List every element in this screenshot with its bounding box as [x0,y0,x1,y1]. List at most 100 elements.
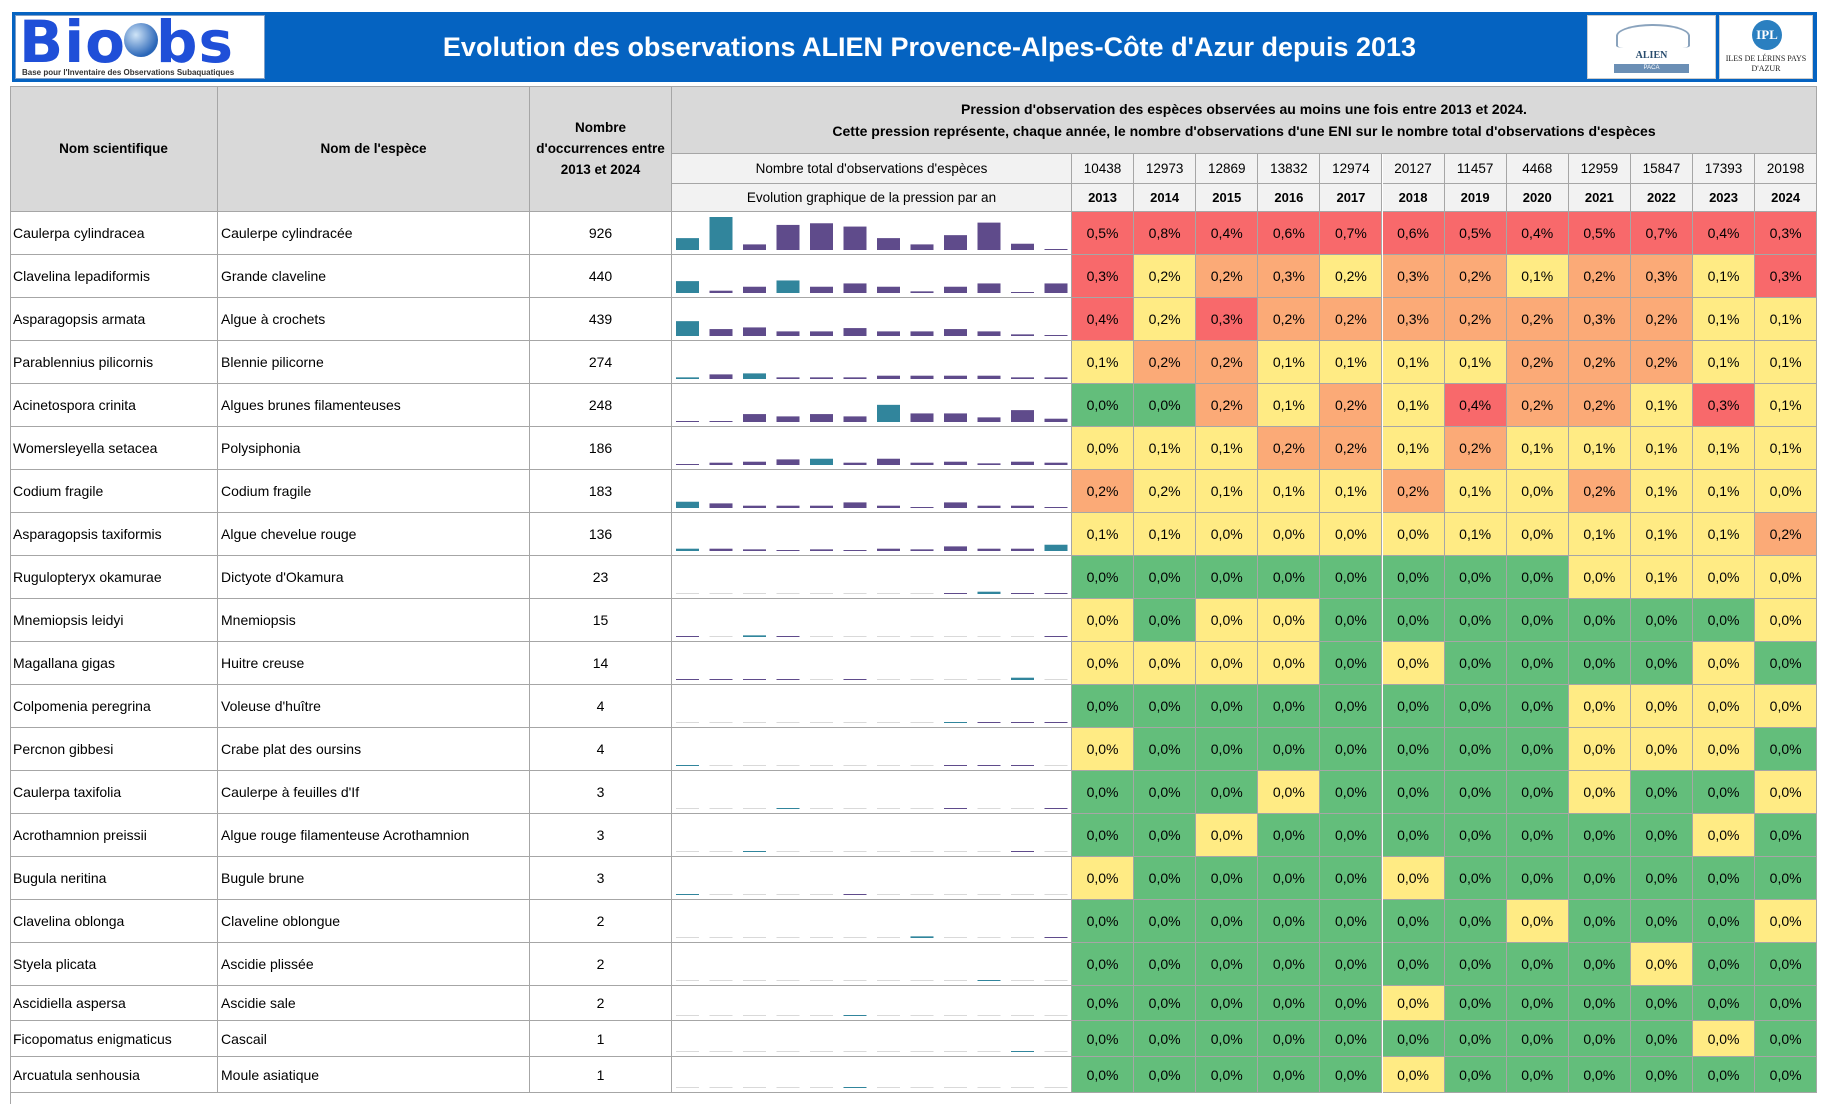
pressure-value-2017: 0,0% [1320,943,1383,986]
sparkline-bar-2019 [877,679,900,680]
pressure-value-2020: 0,0% [1506,943,1569,986]
pressure-value-2021: 0,1% [1568,513,1631,556]
sparkline-bar-2017 [810,1051,833,1052]
sparkline-bar-2016 [776,280,800,293]
pressure-value-2015: 0,0% [1196,771,1259,814]
sparkline-bar-2018 [843,550,867,551]
pressure-value-2019: 0,0% [1444,814,1507,857]
sparkline-bar-2015 [743,894,766,895]
sparkline-bar-2024 [1044,722,1068,723]
sparkline-bar-2021 [944,894,967,895]
alien-logo-text: ALIEN [1635,50,1668,61]
header-scientific-name: Nom scientifique [10,86,218,212]
sparkline-bar-2023 [1011,593,1034,594]
sparkline-bar-2015 [743,549,766,551]
sparkline-bar-2020 [910,851,934,852]
pressure-value-2021: 0,0% [1568,771,1631,814]
sparkline-bar-2022 [977,417,1001,422]
pressure-value-2016: 0,2% [1258,298,1321,341]
pressure-value-2017: 0,2% [1320,255,1383,298]
sparkline-bar-2016 [776,550,800,551]
pressure-value-2014: 0,8% [1134,212,1197,255]
pressure-value-2014: 0,1% [1134,427,1197,470]
pressure-value-2017: 0,1% [1320,341,1383,384]
pressure-value-2023: 0,0% [1693,1021,1756,1057]
sparkline-bar-2020 [910,894,934,895]
pressure-value-2023: 0,1% [1693,513,1756,556]
pressure-value-2024: 0,0% [1755,599,1818,642]
pressure-value-2017: 0,0% [1320,556,1383,599]
pressure-value-2022: 0,0% [1630,1021,1693,1057]
sparkline-bar-2019 [877,808,900,809]
sparkline-bar-2015 [743,327,766,336]
total-observations-2015: 12869 [1196,154,1259,184]
pressure-value-2015: 0,0% [1196,513,1259,556]
species-name: Cascail [218,1021,530,1057]
sparkline-bar-2021 [944,980,967,981]
sparkline-bar-2016 [776,416,800,422]
sparkline-bar-2019 [877,286,900,293]
pressure-title-line1: Pression d'observation des espèces obser… [961,100,1527,117]
biobs-logo-tagline: Base pour l'Inventaire des Observations … [22,68,235,77]
occurrence-count: 14 [530,642,672,685]
pressure-value-2016: 0,0% [1258,986,1321,1021]
pressure-value-2020: 0,1% [1506,427,1569,470]
pressure-value-2013: 0,0% [1072,642,1135,685]
pressure-sparkline [672,556,1072,599]
sparkline-bar-2021 [944,286,967,293]
sparkline-bar-2021 [944,593,967,594]
pressure-value-2017: 0,0% [1320,685,1383,728]
pressure-value-2020: 0,0% [1506,857,1569,900]
sparkline-bar-2015 [743,980,766,981]
sparkline-bar-2014 [709,1015,733,1016]
pressure-value-2023: 0,0% [1693,771,1756,814]
header-banner: Bio bs Base pour l'Inventaire des Observa… [12,10,1817,82]
sparkline-bar-2017 [810,894,833,895]
occurrence-count: 23 [530,556,672,599]
sparkline-chart [676,765,1068,766]
sparkline-chart [676,458,1068,465]
pressure-value-2013: 0,0% [1072,900,1135,943]
pressure-value-2024: 0,1% [1755,384,1818,427]
pressure-value-2024: 0,1% [1755,341,1818,384]
pressure-value-2013: 0,5% [1072,212,1135,255]
pressure-value-2023: 0,0% [1693,943,1756,986]
sparkline-bar-2022 [977,765,1001,766]
pressure-value-2013: 0,0% [1072,986,1135,1021]
occurrence-count: 4 [530,685,672,728]
pressure-value-2014: 0,2% [1134,341,1197,384]
pressure-value-2023: 0,1% [1693,341,1756,384]
biobs-logo-wordmark: Bio bs [19,10,234,74]
pressure-value-2013: 0,0% [1072,427,1135,470]
sparkline-bar-2024 [1044,937,1068,938]
pressure-value-2015: 0,0% [1196,986,1259,1021]
sparkline-bar-2013 [676,593,699,594]
pressure-value-2014: 0,0% [1134,728,1197,771]
sparkline-bar-2024 [1044,249,1068,250]
pressure-sparkline [672,513,1072,556]
pressure-value-2017: 0,0% [1320,771,1383,814]
pressure-value-2019: 0,0% [1444,599,1507,642]
sparkline-bar-2016 [776,505,800,508]
pressure-value-2019: 0,0% [1444,642,1507,685]
pressure-value-2024: 0,0% [1755,556,1818,599]
sparkline-bar-2018 [843,636,867,637]
sparkline-bar-2021 [944,235,967,250]
pressure-value-2014: 0,0% [1134,986,1197,1021]
pressure-value-2018: 0,0% [1382,556,1445,599]
pressure-value-2023: 0,3% [1693,384,1756,427]
sparkline-bar-2022 [977,222,1001,250]
pressure-value-2024: 0,0% [1755,986,1818,1021]
species-name: Algue rouge filamenteuse Acrothamnion [218,814,530,857]
sparkline-chart [676,217,1068,250]
scientific-name: Ficopomatus enigmaticus [10,1021,218,1057]
pressure-value-2017: 0,0% [1320,1021,1383,1057]
sparkline-bar-2024 [1044,593,1068,594]
pressure-value-2016: 0,6% [1258,212,1321,255]
sparkline-bar-2019 [877,1087,900,1088]
sparkline-bar-2018 [843,502,867,508]
sparkline-chart [676,1087,1068,1088]
pressure-value-2024: 0,0% [1755,685,1818,728]
pressure-value-2022: 0,0% [1630,771,1693,814]
pressure-value-2021: 0,3% [1568,298,1631,341]
